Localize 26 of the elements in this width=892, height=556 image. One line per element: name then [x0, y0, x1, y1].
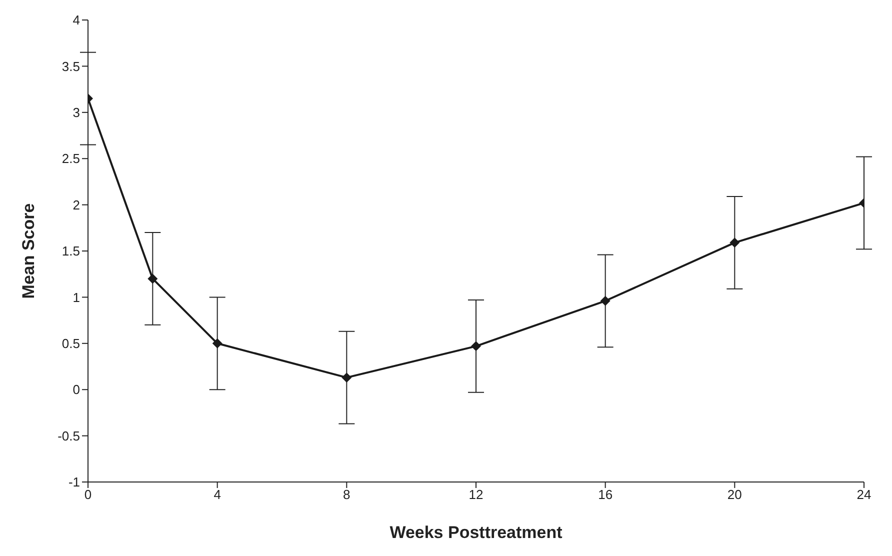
y-tick-label: -1 [68, 474, 80, 490]
y-tick-label: 3 [72, 105, 80, 120]
y-tick-label: 4 [72, 12, 80, 28]
x-tick-label: 0 [84, 487, 92, 502]
y-tick-label: 2 [72, 197, 80, 212]
x-axis-title: Weeks Posttreatment [390, 523, 563, 542]
point [212, 338, 222, 348]
y-axis-title: Mean Score [19, 203, 38, 299]
y-tick-label: 0 [72, 382, 80, 398]
y-tick-label: 1 [72, 290, 80, 305]
point [730, 238, 740, 248]
x-tick-label: 24 [856, 487, 872, 502]
x-tick-label: 20 [727, 487, 742, 502]
y-tick-label: 3.5 [62, 58, 80, 74]
point [342, 372, 352, 383]
point [148, 274, 158, 284]
y-tick-label: 2.5 [62, 151, 80, 166]
y-tick-label: 0.5 [62, 336, 80, 352]
x-tick-label: 16 [598, 487, 613, 502]
point [600, 296, 610, 306]
x-tick-label: 8 [343, 487, 350, 502]
x-tick-label: 4 [214, 487, 221, 502]
y-tick-label: 1.5 [62, 244, 80, 259]
point [471, 341, 481, 352]
y-tick-label: -0.5 [58, 428, 80, 444]
x-tick-label: 12 [468, 487, 484, 502]
